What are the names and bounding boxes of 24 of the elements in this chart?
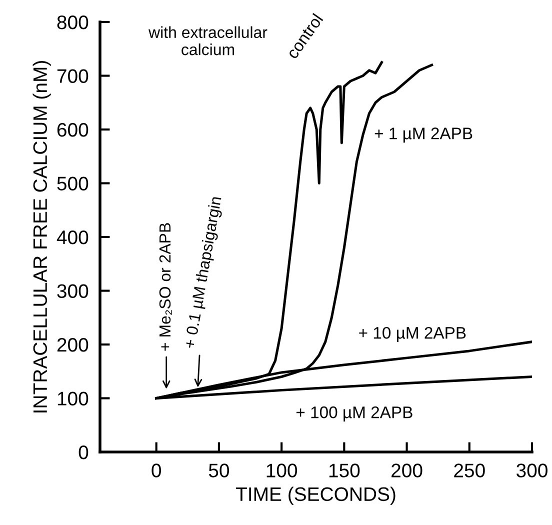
annotation: with extracellular calcium xyxy=(148,26,268,56)
series-label: + 10 µM 2APB xyxy=(359,326,466,342)
x-tick-label: 50 xyxy=(208,464,230,478)
x-tick-label: 0 xyxy=(152,464,161,478)
annotation: + Me₂SO or 2APB xyxy=(159,223,172,351)
x-tick-label: 100 xyxy=(266,464,298,478)
y-tick-label: 400 xyxy=(56,230,88,244)
x-tick-label: 300 xyxy=(516,464,548,478)
y-tick-label: 0 xyxy=(78,445,88,460)
x-tick-label: 200 xyxy=(392,464,422,478)
y-tick-label: 600 xyxy=(57,122,88,137)
y-axis-title: INTRACELLULAR FREE CALCIUM (nM) xyxy=(32,61,51,412)
series-label: + 100 µM 2APB xyxy=(296,406,412,422)
y-tick-label: 200 xyxy=(57,338,88,352)
x-tick-label: 250 xyxy=(454,464,485,478)
x-tick-label: 150 xyxy=(329,464,360,478)
y-tick-label: 700 xyxy=(57,69,88,83)
annotation: + 0.1 µM thapsigargin xyxy=(183,196,224,350)
y-tick-label: 800 xyxy=(57,15,88,30)
y-tick-label: 100 xyxy=(58,392,88,406)
y-tick-label: 500 xyxy=(57,176,88,190)
x-axis-title: TIME (SECONDS) xyxy=(236,486,396,505)
y-tick-label: 300 xyxy=(57,284,88,298)
series-label: + 1 µM 2APB xyxy=(374,128,472,143)
